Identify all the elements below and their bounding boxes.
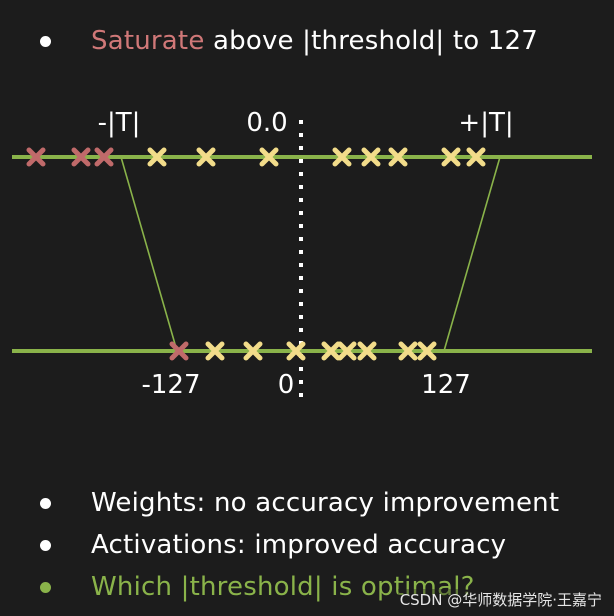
value-cross-icon (147, 147, 167, 167)
bullet-activations: Activations: improved accuracy (40, 530, 506, 560)
value-cross-icon (361, 147, 381, 167)
value-cross-icon (243, 341, 263, 361)
bottom-label-neg: -127 (141, 370, 200, 400)
top-label-pos-threshold: +|T| (458, 108, 513, 138)
value-cross-icon (196, 147, 216, 167)
value-cross-icon (321, 341, 341, 361)
bullet-weights-text: Weights: no accuracy improvement (91, 488, 560, 518)
watermark: CSDN @华师数据学院·王嘉宁 (397, 589, 604, 610)
bullet-weights: Weights: no accuracy improvement (40, 488, 559, 518)
saturated-cross-icon (71, 147, 91, 167)
bullet-dot (40, 497, 51, 509)
value-cross-icon (357, 341, 377, 361)
bullet-activations-text: Activations: improved accuracy (91, 530, 507, 560)
mapping-line-neg (120, 156, 178, 352)
bottom-label-zero: 0 (278, 370, 295, 400)
value-cross-icon (205, 341, 225, 361)
value-cross-icon (388, 147, 408, 167)
value-cross-icon (441, 147, 461, 167)
value-cross-icon (332, 147, 352, 167)
title-bullet: Saturate above |threshold| to 127 (40, 26, 538, 56)
bullet-question: Which |threshold| is optimal? (40, 572, 475, 602)
value-cross-icon (286, 341, 306, 361)
value-cross-icon (337, 341, 357, 361)
bottom-markers (169, 341, 437, 361)
saturated-cross-icon (169, 341, 189, 361)
top-label-zero: 0.0 (246, 108, 287, 138)
mapping-line-pos (443, 156, 501, 352)
saturated-cross-icon (94, 147, 114, 167)
title-rest: above |threshold| to 127 (204, 26, 539, 56)
saturate-word: Saturate (91, 26, 205, 56)
bullet-question-text: Which |threshold| is optimal? (91, 572, 475, 602)
bullet-dot (40, 581, 51, 593)
value-cross-icon (466, 147, 486, 167)
bottom-label-pos: 127 (421, 370, 471, 400)
title-text: Saturate above |threshold| to 127 (91, 26, 538, 56)
top-label-neg-threshold: -|T| (98, 108, 141, 138)
saturated-cross-icon (26, 147, 46, 167)
value-cross-icon (417, 341, 437, 361)
value-cross-icon (259, 147, 279, 167)
bullet-dot (40, 35, 51, 47)
bullet-dot (40, 539, 51, 551)
value-cross-icon (398, 341, 418, 361)
top-markers (26, 147, 486, 167)
